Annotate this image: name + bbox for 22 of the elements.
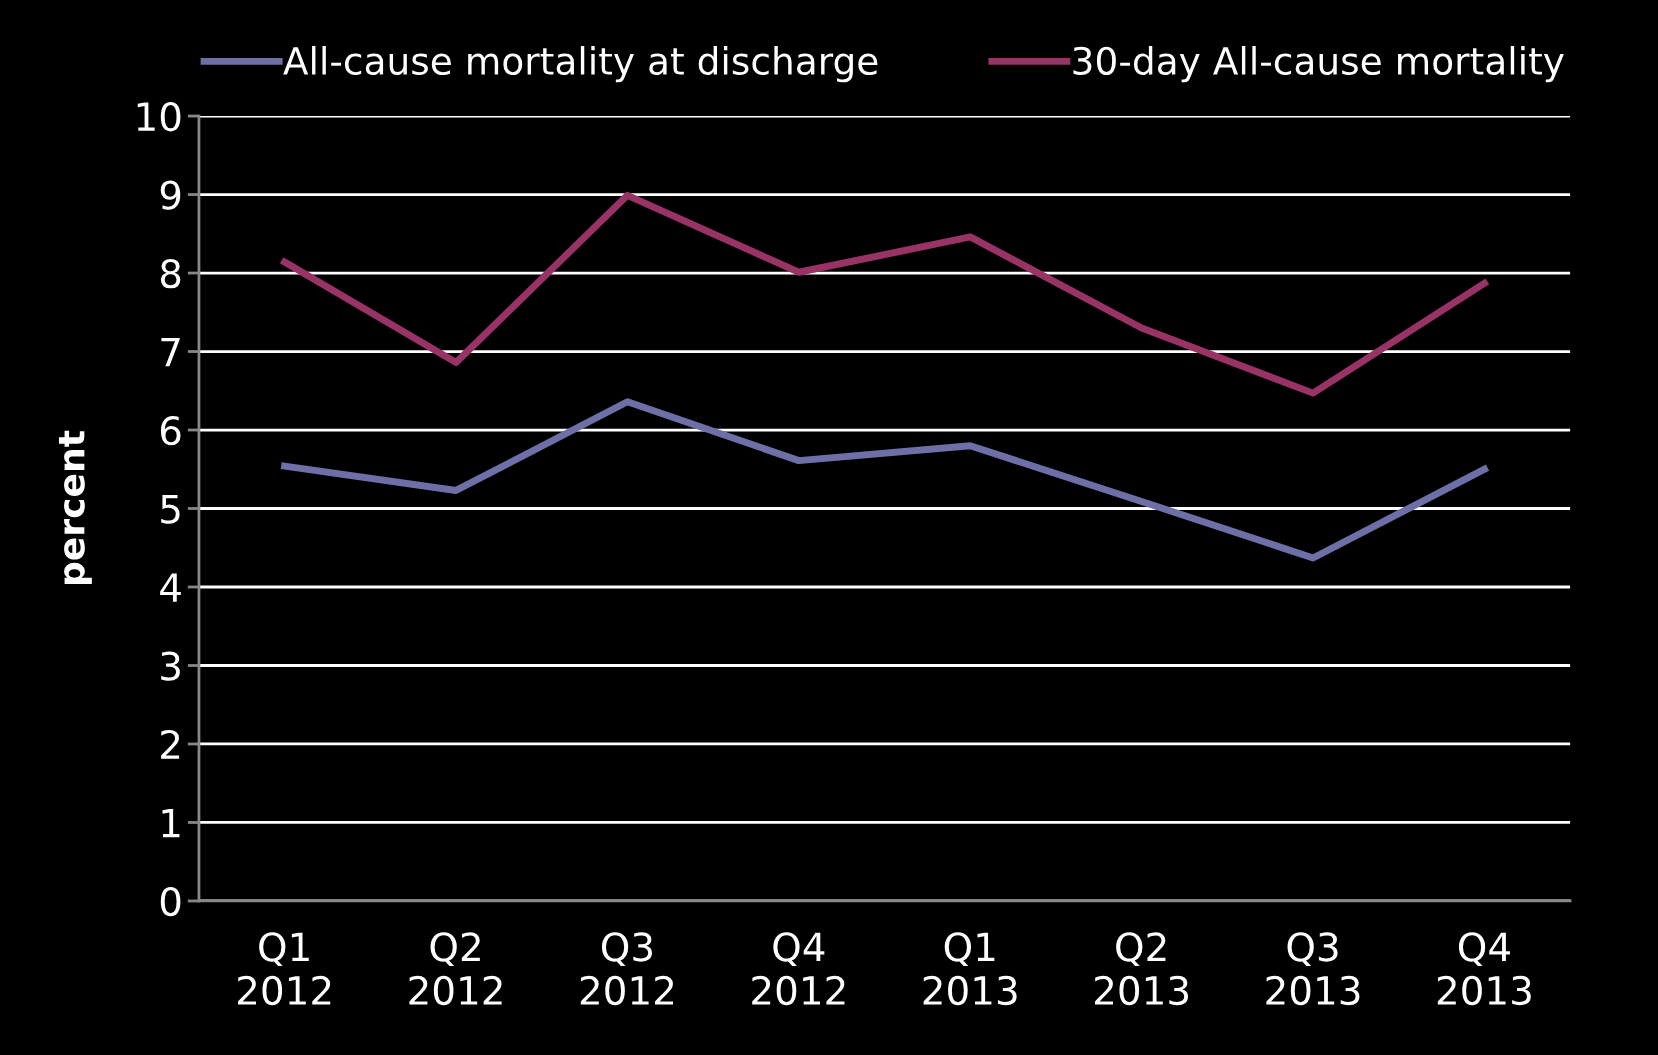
x-tick-label: Q3 2012 xyxy=(580,932,674,1006)
y-tick-label: 7 xyxy=(161,337,180,367)
y-tick-label: 3 xyxy=(161,651,180,681)
y-axis-title: percent xyxy=(58,430,92,584)
x-tick-label: Q2 2012 xyxy=(409,932,502,1006)
x-tick-label: Q2 2013 xyxy=(1095,932,1188,1006)
legend-label: 30-day All-cause mortality xyxy=(1073,46,1564,83)
y-tick-label: 8 xyxy=(160,258,181,289)
x-tick-label: Q3 2013 xyxy=(1266,932,1360,1006)
y-tick-label: 10 xyxy=(137,101,181,132)
y-tick-label: 2 xyxy=(161,729,180,759)
x-tick-label: Q4 2012 xyxy=(752,932,845,1006)
y-tick-label: 4 xyxy=(160,573,181,602)
x-tick-label: Q1 2012 xyxy=(238,932,331,1006)
y-tick-label: 1 xyxy=(162,808,180,838)
x-tick-label: Q1 2013 xyxy=(923,932,1017,1006)
y-tick-label: 0 xyxy=(160,886,181,917)
y-tick-label: 6 xyxy=(160,415,181,446)
legend-label: All-cause mortality at discharge xyxy=(283,46,878,83)
y-tick-label: 9 xyxy=(160,180,181,210)
y-tick-label: 5 xyxy=(161,494,180,524)
x-tick-label: Q4 2013 xyxy=(1437,932,1531,1006)
